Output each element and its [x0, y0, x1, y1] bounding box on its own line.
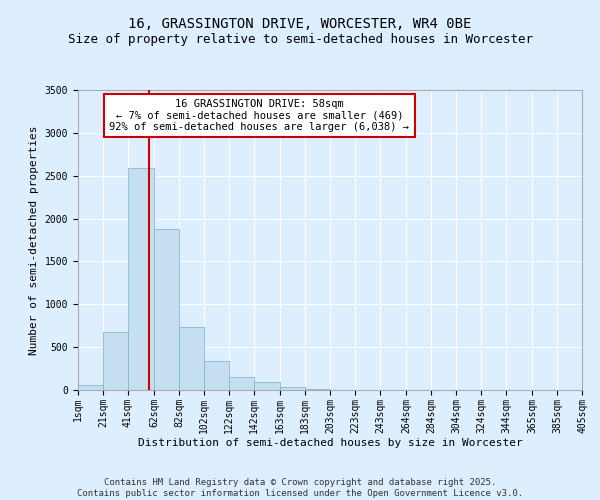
X-axis label: Distribution of semi-detached houses by size in Worcester: Distribution of semi-detached houses by … [137, 438, 523, 448]
Bar [179, 328, 204, 390]
Text: Size of property relative to semi-detached houses in Worcester: Size of property relative to semi-detach… [67, 32, 533, 46]
Bar [204, 362, 229, 390]
Bar [305, 389, 330, 390]
Bar [254, 382, 280, 390]
Bar [78, 386, 103, 390]
Y-axis label: Number of semi-detached properties: Number of semi-detached properties [29, 125, 39, 355]
Text: Contains HM Land Registry data © Crown copyright and database right 2025.
Contai: Contains HM Land Registry data © Crown c… [77, 478, 523, 498]
Bar [128, 168, 154, 390]
Text: 16 GRASSINGTON DRIVE: 58sqm
← 7% of semi-detached houses are smaller (469)
92% o: 16 GRASSINGTON DRIVE: 58sqm ← 7% of semi… [109, 99, 409, 132]
Bar [103, 332, 128, 390]
Bar [154, 229, 179, 390]
Bar [229, 376, 254, 390]
Text: 16, GRASSINGTON DRIVE, WORCESTER, WR4 0BE: 16, GRASSINGTON DRIVE, WORCESTER, WR4 0B… [128, 18, 472, 32]
Bar [280, 386, 305, 390]
